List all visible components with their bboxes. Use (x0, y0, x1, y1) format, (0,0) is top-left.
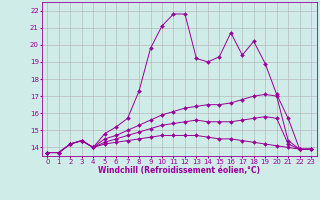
X-axis label: Windchill (Refroidissement éolien,°C): Windchill (Refroidissement éolien,°C) (98, 166, 260, 175)
